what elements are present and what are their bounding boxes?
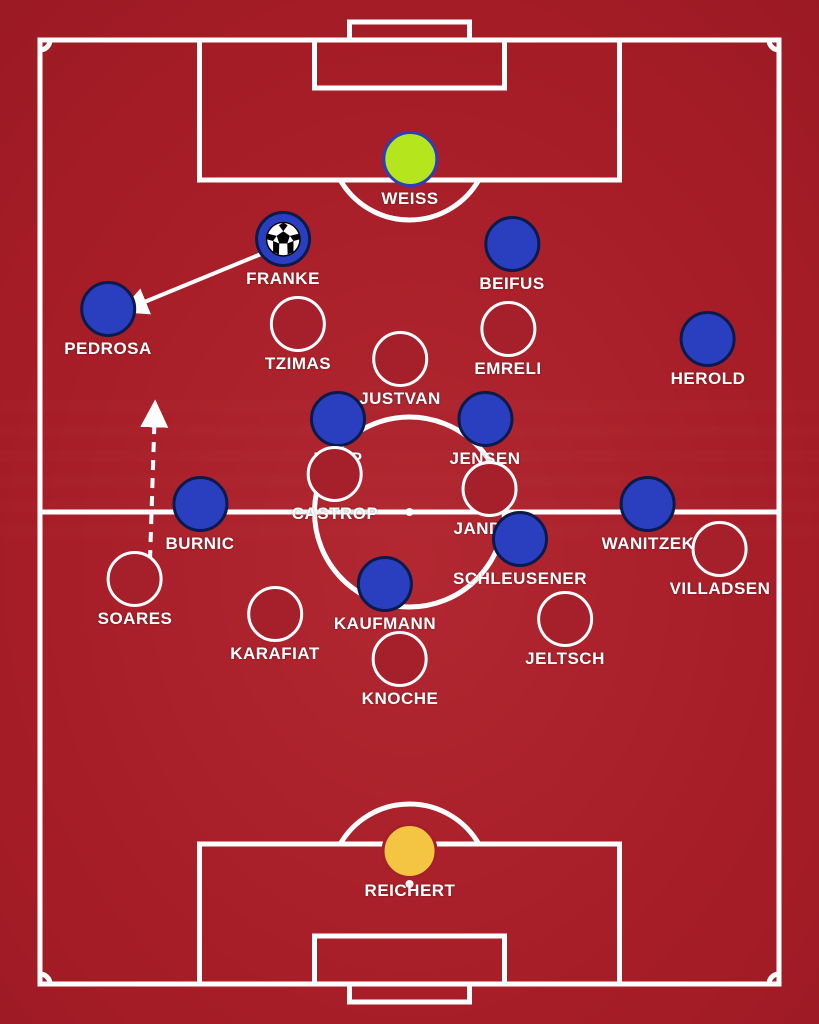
tactics-diagram: WEISS FRANKEBEIFUSPEDROSAHEROLDTZIMASEMR… bbox=[0, 0, 819, 1024]
pitch-svg bbox=[0, 0, 819, 1024]
